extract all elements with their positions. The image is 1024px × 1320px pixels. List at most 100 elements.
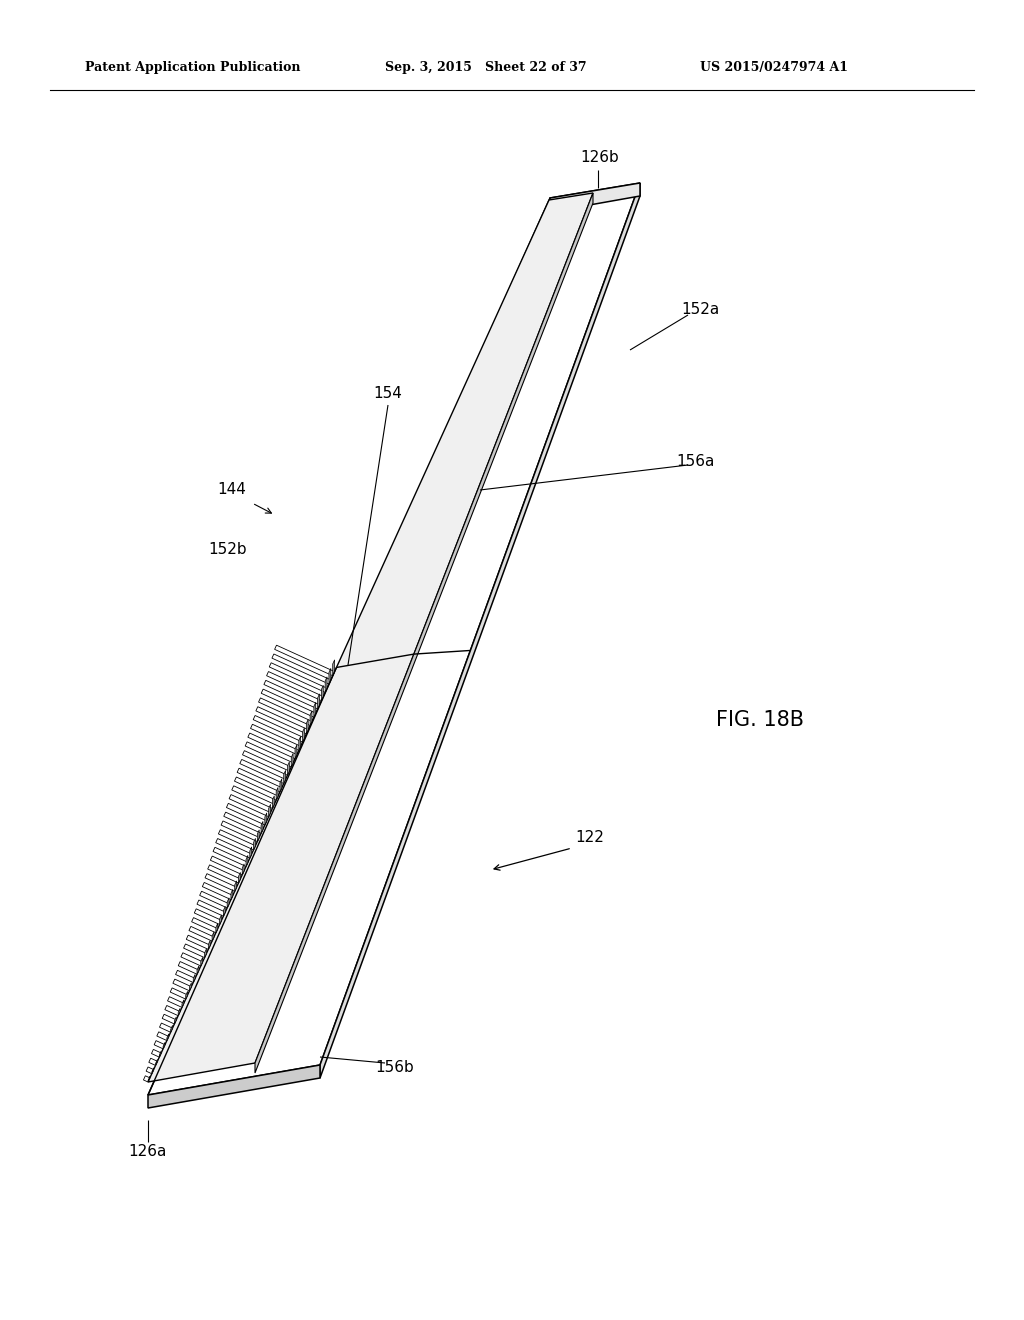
Polygon shape [208,940,210,949]
Text: 154: 154 [374,385,402,400]
Polygon shape [212,932,214,941]
Polygon shape [280,779,282,792]
Polygon shape [201,957,203,966]
Polygon shape [152,1068,154,1073]
Polygon shape [333,660,335,676]
Polygon shape [326,677,327,692]
Polygon shape [197,966,199,974]
Polygon shape [160,1023,172,1032]
Polygon shape [189,983,191,991]
Polygon shape [288,762,290,775]
Polygon shape [234,777,279,800]
Polygon shape [250,847,252,858]
Text: 126a: 126a [129,1144,167,1159]
Polygon shape [170,987,187,999]
Polygon shape [216,838,252,858]
Polygon shape [243,751,290,775]
Polygon shape [165,1006,180,1015]
Polygon shape [221,821,259,842]
Text: 122: 122 [575,830,604,846]
Polygon shape [329,668,331,684]
Polygon shape [255,193,593,1073]
Polygon shape [268,804,270,817]
Polygon shape [200,891,229,908]
Polygon shape [226,804,266,825]
Polygon shape [295,744,297,759]
Polygon shape [224,812,263,833]
Polygon shape [302,727,304,742]
Polygon shape [218,830,255,850]
Polygon shape [243,863,244,875]
Polygon shape [181,953,203,966]
Polygon shape [257,830,259,842]
Polygon shape [171,1026,172,1032]
Polygon shape [178,961,199,974]
Polygon shape [210,857,244,875]
Polygon shape [208,865,241,883]
Text: US 2015/0247974 A1: US 2015/0247974 A1 [700,62,848,74]
Polygon shape [261,821,263,833]
Polygon shape [163,1043,165,1049]
Polygon shape [238,768,282,792]
Polygon shape [183,944,207,957]
Polygon shape [186,935,210,949]
Polygon shape [276,787,279,800]
Polygon shape [157,1032,169,1040]
Polygon shape [261,689,315,717]
Polygon shape [319,183,640,1078]
Polygon shape [246,855,248,866]
Polygon shape [146,1067,154,1073]
Text: 152b: 152b [209,543,248,557]
Polygon shape [291,754,293,767]
Polygon shape [155,1040,165,1049]
Polygon shape [254,838,255,850]
Polygon shape [194,974,196,982]
Polygon shape [148,183,640,1096]
Polygon shape [223,907,225,916]
Polygon shape [168,997,184,1007]
Polygon shape [272,796,274,808]
Text: 126b: 126b [581,150,620,165]
Polygon shape [310,711,312,726]
Polygon shape [245,742,293,767]
Polygon shape [167,1034,169,1040]
Polygon shape [195,909,221,924]
Polygon shape [148,1076,150,1082]
Polygon shape [313,702,315,717]
Polygon shape [197,900,225,916]
Text: Patent Application Publication: Patent Application Publication [85,62,300,74]
Polygon shape [253,715,304,742]
Polygon shape [240,759,286,784]
Text: 144: 144 [217,483,247,498]
Polygon shape [182,999,184,1007]
Polygon shape [174,1016,176,1024]
Polygon shape [143,1076,150,1082]
Polygon shape [322,685,324,701]
Polygon shape [213,847,248,866]
Polygon shape [266,672,324,701]
Polygon shape [148,1065,319,1107]
Polygon shape [231,785,274,808]
Polygon shape [284,771,286,784]
Polygon shape [229,795,270,817]
Polygon shape [299,737,301,750]
Polygon shape [160,1051,161,1057]
Polygon shape [152,1049,161,1057]
Polygon shape [203,883,232,900]
Polygon shape [272,653,331,684]
Polygon shape [317,694,319,709]
Polygon shape [265,813,266,825]
Polygon shape [189,927,214,941]
Polygon shape [216,924,218,933]
Polygon shape [231,890,232,900]
Text: FIG. 18B: FIG. 18B [716,710,804,730]
Polygon shape [148,193,593,1082]
Polygon shape [306,719,308,734]
Polygon shape [234,880,237,891]
Polygon shape [205,949,207,957]
Polygon shape [173,979,191,991]
Text: Sep. 3, 2015   Sheet 22 of 37: Sep. 3, 2015 Sheet 22 of 37 [385,62,587,74]
Polygon shape [185,991,187,999]
Polygon shape [227,898,229,908]
Polygon shape [269,663,327,692]
